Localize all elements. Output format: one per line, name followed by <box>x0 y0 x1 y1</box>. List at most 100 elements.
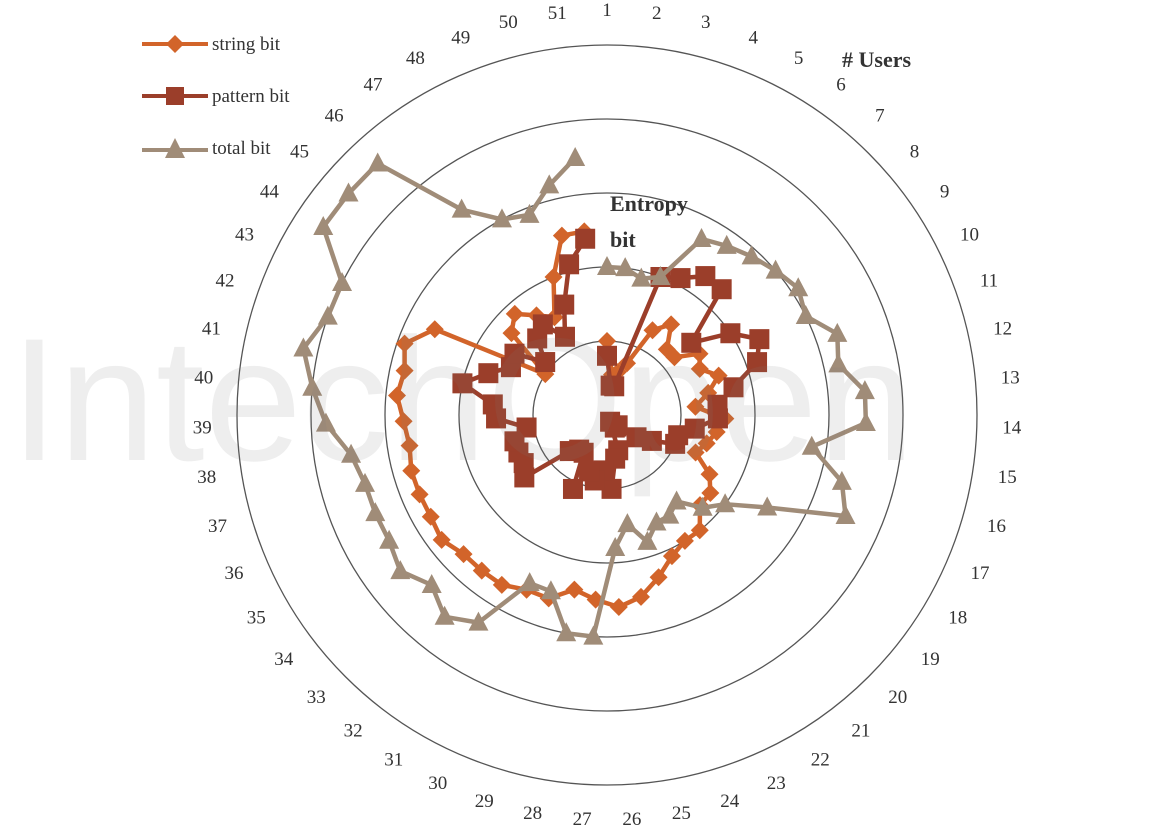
data-point <box>559 441 580 462</box>
legend-label: total bit <box>212 138 271 159</box>
data-point <box>686 397 705 416</box>
data-point <box>649 568 668 587</box>
category-tick-label: 1 <box>602 0 612 21</box>
category-tick-label: 28 <box>523 803 542 824</box>
data-point <box>478 363 499 384</box>
data-point <box>788 277 809 297</box>
axis-title: # Users <box>842 47 912 72</box>
data-point <box>631 587 650 606</box>
category-tick-label: 20 <box>888 687 907 708</box>
series-layer <box>293 146 876 645</box>
data-point <box>711 279 732 300</box>
data-point <box>579 461 600 482</box>
data-point <box>532 314 553 335</box>
category-tick-label: 45 <box>290 141 309 162</box>
data-point <box>504 343 525 364</box>
category-tick-label: 31 <box>384 749 403 770</box>
category-tick-label: 27 <box>573 809 592 830</box>
data-point <box>609 598 628 617</box>
data-point <box>400 436 419 455</box>
data-point <box>425 320 444 339</box>
category-tick-label: 3 <box>701 12 711 33</box>
data-point <box>646 511 667 531</box>
data-point <box>757 496 778 516</box>
data-point <box>741 245 762 265</box>
data-point <box>395 361 414 380</box>
data-point <box>332 272 353 292</box>
category-tick-label: 25 <box>672 803 691 824</box>
category-tick-label: 23 <box>767 773 786 794</box>
data-point <box>355 472 376 492</box>
data-point <box>801 435 822 455</box>
data-point <box>855 411 876 431</box>
data-point <box>690 359 709 378</box>
grid-ring <box>236 44 978 786</box>
data-point <box>293 337 314 357</box>
data-point <box>559 254 580 275</box>
category-tick-label: 9 <box>940 181 950 202</box>
category-tick-label: 32 <box>344 721 363 742</box>
data-point <box>795 305 816 325</box>
series-total-bit <box>293 146 876 645</box>
data-point <box>365 502 386 522</box>
legend-label: pattern bit <box>212 86 290 107</box>
category-tick-label: 18 <box>948 608 967 629</box>
category-tick-label: 21 <box>851 721 870 742</box>
category-tick-label: 46 <box>325 106 344 127</box>
category-tick-label: 2 <box>652 3 662 24</box>
data-point <box>854 380 875 400</box>
data-point <box>410 485 429 504</box>
data-point <box>701 484 720 503</box>
data-point <box>659 504 680 524</box>
data-point <box>831 470 852 490</box>
data-point <box>681 332 702 353</box>
data-point <box>637 530 658 550</box>
data-point <box>505 304 524 323</box>
category-tick-label: 7 <box>875 106 885 127</box>
data-point <box>601 478 622 499</box>
data-point <box>604 376 625 397</box>
category-tick-label: 51 <box>548 3 567 24</box>
data-point <box>492 575 511 594</box>
data-point <box>539 174 560 194</box>
category-tick-label: 12 <box>993 318 1012 339</box>
data-point <box>519 203 540 223</box>
data-point <box>556 622 577 642</box>
category-tick-label: 49 <box>451 27 470 48</box>
category-tick-label: 15 <box>998 467 1017 488</box>
data-point <box>641 430 662 451</box>
data-point <box>643 321 662 340</box>
data-point <box>700 465 719 484</box>
category-tick-label: 26 <box>622 809 641 830</box>
data-point <box>691 227 712 247</box>
data-point <box>684 418 705 439</box>
category-tick-label: 16 <box>987 516 1006 537</box>
data-point <box>747 352 768 373</box>
data-point <box>692 496 713 516</box>
data-point <box>540 580 561 600</box>
data-point <box>482 394 503 415</box>
category-tick-label: 38 <box>197 467 216 488</box>
data-point <box>519 572 540 592</box>
data-point <box>650 265 671 285</box>
data-point <box>379 529 400 549</box>
grid-ring <box>310 118 904 712</box>
category-tick-label: 42 <box>216 270 235 291</box>
data-point <box>670 268 691 289</box>
data-point <box>491 208 512 228</box>
category-tick-label: 10 <box>960 224 979 245</box>
data-point <box>605 536 626 556</box>
category-tick-labels: 1 2 34567891011121314151617181920212223242… <box>193 0 1022 830</box>
data-point <box>432 530 451 549</box>
category-tick-label: 11 <box>980 270 998 291</box>
data-point <box>468 611 489 631</box>
radial-title-line-2: bit <box>610 227 636 252</box>
category-tick-label: 8 <box>910 141 920 162</box>
category-tick-label: 37 <box>208 516 227 537</box>
data-point <box>315 412 336 432</box>
category-tick-label: 44 <box>260 181 280 202</box>
data-point <box>827 322 848 342</box>
category-tick-label: 47 <box>364 74 383 95</box>
data-point <box>302 376 323 396</box>
